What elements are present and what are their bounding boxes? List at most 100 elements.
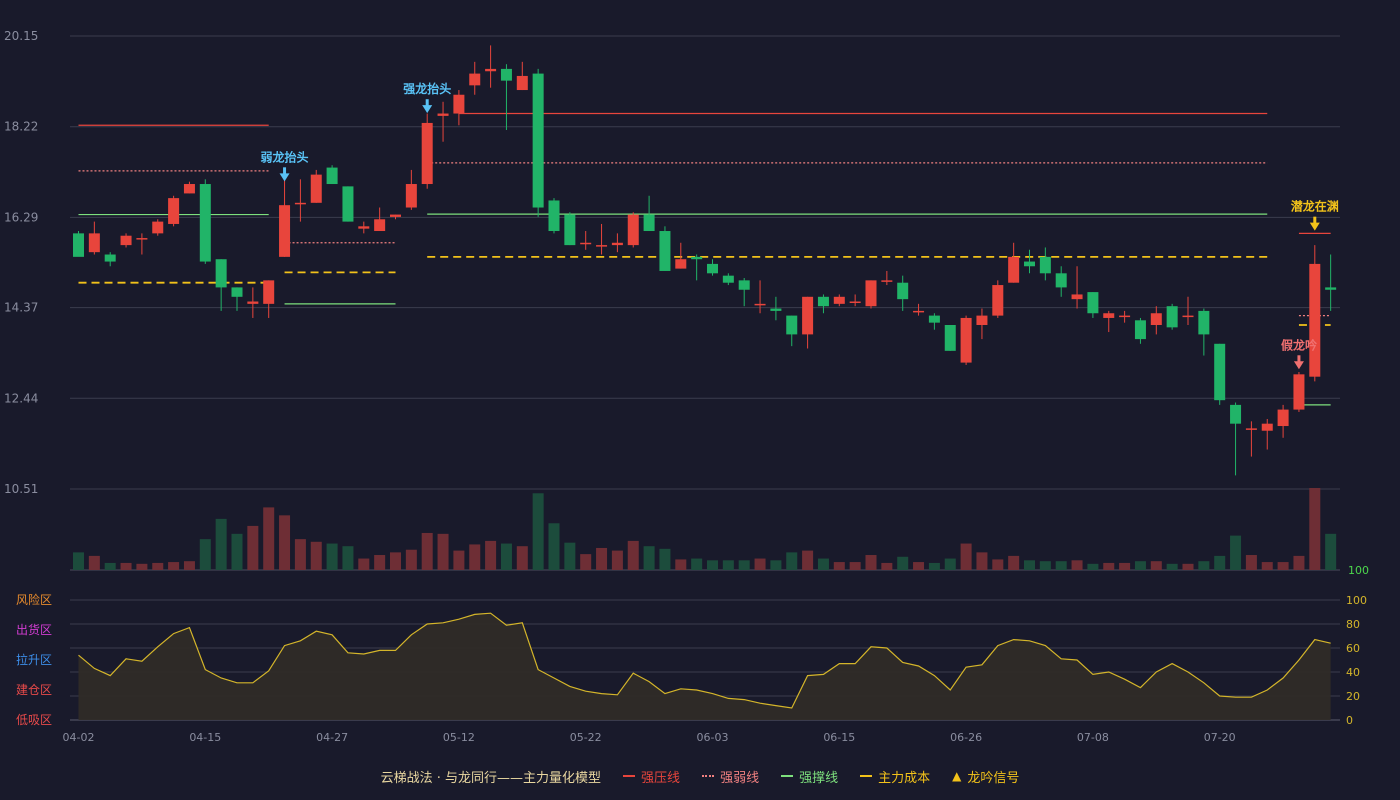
candle-body	[1103, 313, 1115, 318]
candle-body	[722, 275, 734, 283]
volume-bar	[390, 552, 401, 570]
candle-body	[992, 285, 1004, 316]
volume-bar	[707, 560, 718, 570]
price-tick-label: 10.51	[4, 482, 38, 496]
volume-bar	[1309, 488, 1321, 570]
candle-body	[1182, 315, 1194, 318]
legend-item-cost[interactable]: 主力成本	[860, 767, 930, 786]
candle-body	[1024, 261, 1035, 267]
volume-bar	[1071, 560, 1083, 570]
volume-bar	[960, 543, 972, 570]
volume-bar	[310, 541, 322, 570]
signal-arrow-stem	[1313, 216, 1317, 224]
osc-zone-label: 出货区	[16, 622, 52, 637]
legend-label: 强撑线	[799, 770, 839, 786]
candle-body	[960, 317, 972, 363]
signal-arrow	[279, 173, 290, 182]
support-swatch	[781, 775, 794, 777]
volume-bar	[596, 547, 608, 570]
volume-bar	[485, 540, 497, 570]
date-tick-label: 04-27	[316, 731, 348, 744]
legend-item-signal[interactable]: ▲ 龙吟信号	[952, 767, 1019, 786]
volume-bar	[738, 560, 750, 570]
volume-bar	[1087, 563, 1099, 570]
triangle-icon: ▲	[952, 769, 962, 783]
volume-bar	[1293, 555, 1305, 570]
volume-bar	[976, 552, 988, 570]
signal-arrow-stem	[1297, 355, 1301, 363]
volume-bars: 100	[73, 488, 1369, 577]
legend-item-support[interactable]: 强撑线	[781, 767, 838, 786]
volume-bar	[691, 558, 703, 570]
signal-label: 潜龙在渊	[1291, 199, 1339, 214]
legend-label: 强压线	[641, 770, 681, 786]
osc-zone-label: 拉升区	[16, 652, 52, 667]
volume-bar	[1198, 561, 1210, 570]
volume-bar	[802, 550, 814, 570]
legend-item-weak[interactable]: 强弱线	[702, 767, 759, 786]
candle-body	[548, 200, 560, 232]
volume-bar	[944, 558, 956, 570]
candle-body	[881, 280, 893, 282]
candle-body	[1198, 310, 1210, 335]
candle-body	[1261, 423, 1273, 431]
cost-swatch	[860, 775, 873, 777]
volume-bar	[516, 546, 528, 570]
candle-body	[691, 256, 703, 260]
volume-bar	[437, 533, 449, 570]
osc-tick-label: 20	[1346, 690, 1360, 703]
volume-bar	[453, 550, 465, 570]
volume-bar	[1008, 555, 1020, 570]
legend-label: 主力成本	[878, 770, 931, 786]
candle-body	[1293, 374, 1305, 410]
volume-bar	[928, 562, 940, 570]
candle-body	[231, 287, 243, 297]
legend-item-pressure[interactable]: 强压线	[623, 767, 680, 786]
candle-body	[786, 315, 798, 335]
candle-body	[944, 324, 956, 351]
signal-label: 弱龙抬头	[261, 149, 309, 164]
candle-body	[1230, 404, 1242, 424]
candle-body	[802, 296, 814, 335]
candle-body	[1008, 256, 1020, 283]
volume-bar	[1182, 563, 1194, 570]
volume-bar	[1214, 555, 1226, 570]
candle-body	[611, 242, 623, 246]
candle-body	[976, 315, 988, 325]
volume-bar	[992, 559, 1004, 570]
date-tick-label: 06-15	[823, 731, 855, 744]
candle-body	[88, 233, 100, 253]
candle-body	[263, 280, 275, 304]
volume-bar	[865, 555, 877, 570]
candle-body	[1214, 343, 1226, 401]
candle-body	[120, 235, 132, 246]
volume-bar	[342, 546, 354, 570]
candle-body	[469, 73, 481, 86]
volume-bar	[1261, 562, 1273, 570]
candle-body	[1039, 256, 1051, 274]
candle-body	[675, 259, 687, 269]
candle-body	[326, 167, 338, 185]
osc-tick-label: 40	[1346, 666, 1360, 679]
date-tick-label: 04-15	[189, 731, 221, 744]
volume-bar	[564, 542, 576, 570]
date-tick-label: 07-08	[1077, 731, 1109, 744]
candle-body	[580, 242, 592, 245]
volume-bar	[405, 549, 417, 570]
candle-body	[152, 221, 164, 234]
volume-bar	[1103, 562, 1115, 570]
volume-bar	[199, 539, 211, 570]
volume-bar	[1325, 533, 1337, 570]
candle-body	[913, 310, 925, 313]
candle-body	[1325, 287, 1337, 290]
candle-body	[1166, 306, 1178, 328]
signal-arrow	[422, 105, 433, 114]
volume-bar	[770, 560, 782, 570]
volume-bar	[421, 532, 433, 570]
price-tick-label: 14.37	[4, 301, 38, 315]
candles	[73, 45, 1337, 476]
candle-body	[1055, 273, 1067, 288]
candle-body	[1309, 263, 1321, 377]
volume-bar	[580, 554, 592, 570]
